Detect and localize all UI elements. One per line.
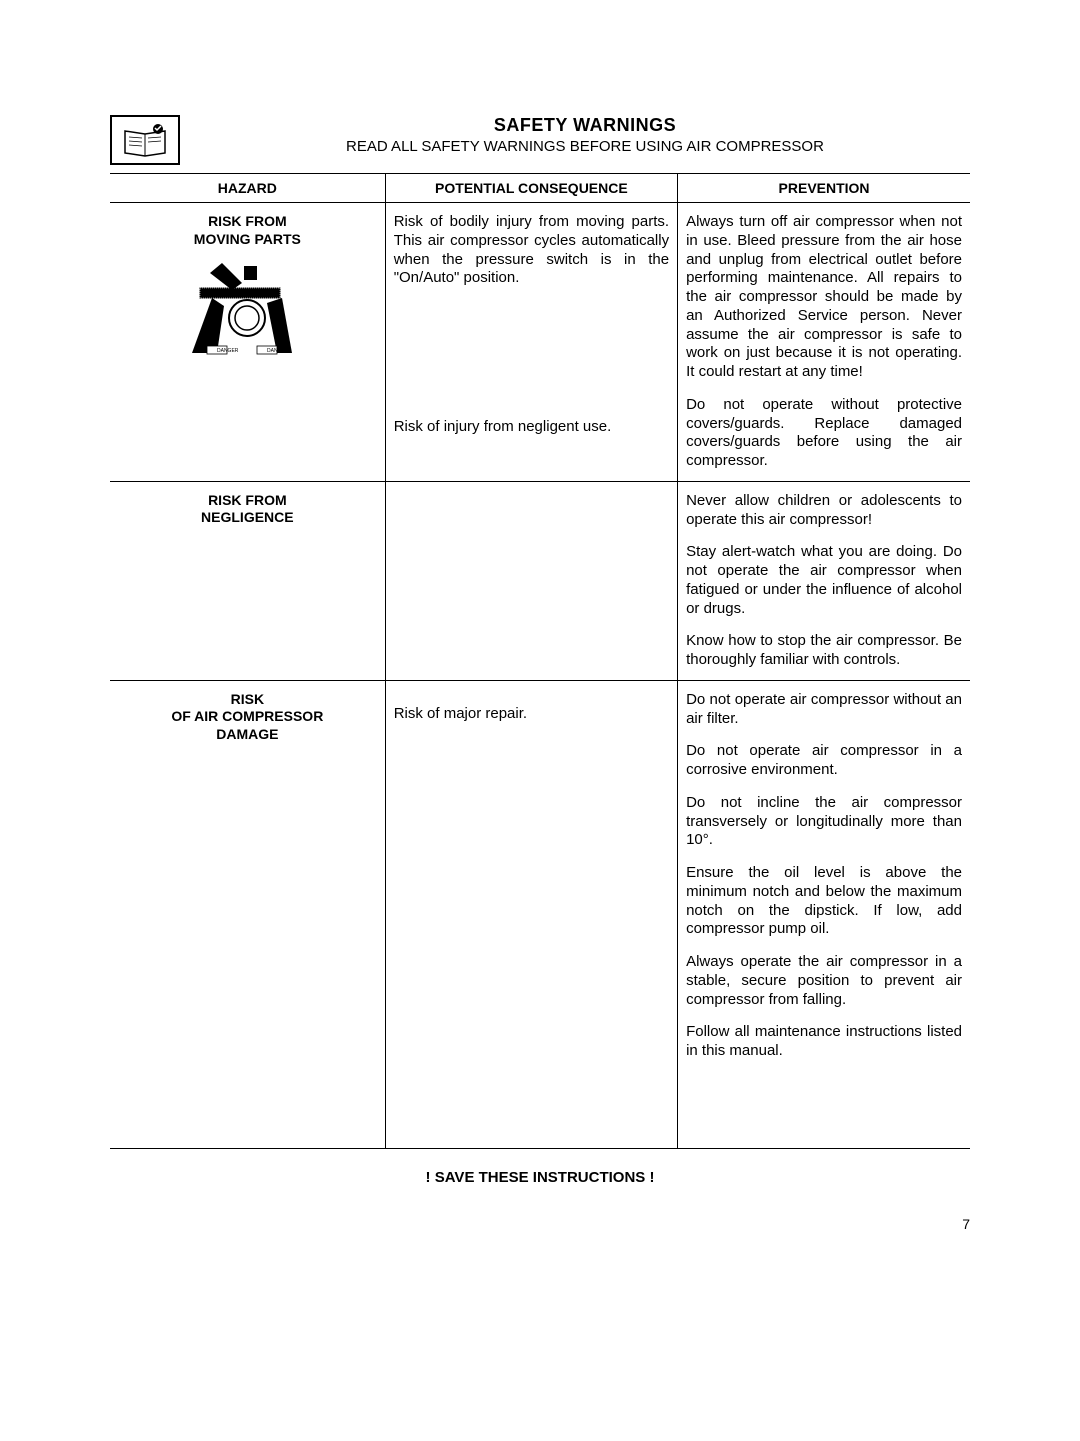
svg-text:DANGER: DANGER [217, 348, 239, 354]
prevention-cell: Do not operate air compressor without an… [678, 680, 970, 1148]
table-row-negligence: RISK FROM NEGLIGENCE Never allow childre… [110, 481, 970, 680]
hazard-title-line1: RISK FROM [118, 213, 377, 231]
prevention-text: Always turn off air compressor when not … [686, 213, 962, 382]
prevention-text: Never allow children or adolescents to o… [686, 492, 962, 530]
consequence-text: Risk of bodily injury from moving parts.… [394, 213, 669, 288]
safety-warnings-table: HAZARD POTENTIAL CONSEQUENCE PREVENTION … [110, 173, 970, 1149]
prevention-text: Do not operate without protective covers… [686, 396, 962, 471]
hazard-title-line3: DAMAGE [118, 726, 377, 744]
manual-icon [110, 115, 180, 165]
consequence-cell: Risk of bodily injury from moving parts.… [385, 203, 677, 482]
header-section: SAFETY WARNINGS READ ALL SAFETY WARNINGS… [110, 115, 970, 165]
hazard-cell: RISK OF AIR COMPRESSOR DAMAGE [110, 680, 385, 1148]
prevention-cell: Never allow children or adolescents to o… [678, 481, 970, 680]
prevention-text: Stay alert-watch what you are doing. Do … [686, 543, 962, 618]
header-consequence: POTENTIAL CONSEQUENCE [385, 174, 677, 203]
hazard-cell: RISK FROM MOVING PARTS DANGER [110, 203, 385, 482]
header-text: SAFETY WARNINGS READ ALL SAFETY WARNINGS… [200, 115, 970, 155]
hazard-title-line2: NEGLIGENCE [118, 509, 377, 527]
page-subtitle: READ ALL SAFETY WARNINGS BEFORE USING AI… [200, 138, 970, 155]
table-row-moving-parts: RISK FROM MOVING PARTS DANGER [110, 203, 970, 482]
hazard-title-line2: MOVING PARTS [118, 231, 377, 249]
prevention-text: Do not operate air compressor in a corro… [686, 742, 962, 780]
hazard-cell: RISK FROM NEGLIGENCE [110, 481, 385, 680]
hazard-title-line1: RISK [118, 691, 377, 709]
prevention-text: Know how to stop the air compressor. Be … [686, 632, 962, 670]
consequence-text: Risk of major repair. [394, 705, 669, 724]
prevention-text: Do not incline the air compressor transv… [686, 794, 962, 850]
hazard-title-line2: OF AIR COMPRESSOR [118, 708, 377, 726]
prevention-text: Do not operate air compressor without an… [686, 691, 962, 729]
footer-instruction: ! SAVE THESE INSTRUCTIONS ! [110, 1169, 970, 1186]
table-header-row: HAZARD POTENTIAL CONSEQUENCE PREVENTION [110, 174, 970, 203]
consequence-cell: Risk of major repair. [385, 680, 677, 1148]
svg-text:DANGER: DANGER [267, 348, 289, 354]
prevention-text: Ensure the oil level is above the minimu… [686, 864, 962, 939]
prevention-text: Follow all maintenance instructions list… [686, 1023, 962, 1061]
header-prevention: PREVENTION [678, 174, 970, 203]
hazard-title-line1: RISK FROM [118, 492, 377, 510]
compressor-icon: DANGER DANGER [118, 258, 377, 374]
page-title: SAFETY WARNINGS [200, 115, 970, 136]
prevention-cell: Always turn off air compressor when not … [678, 203, 970, 482]
table-row-damage: RISK OF AIR COMPRESSOR DAMAGE Risk of ma… [110, 680, 970, 1148]
consequence-text: Risk of injury from negligent use. [394, 418, 669, 437]
page-number: 7 [110, 1216, 970, 1232]
header-hazard: HAZARD [110, 174, 385, 203]
consequence-cell [385, 481, 677, 680]
prevention-text: Always operate the air compressor in a s… [686, 953, 962, 1009]
